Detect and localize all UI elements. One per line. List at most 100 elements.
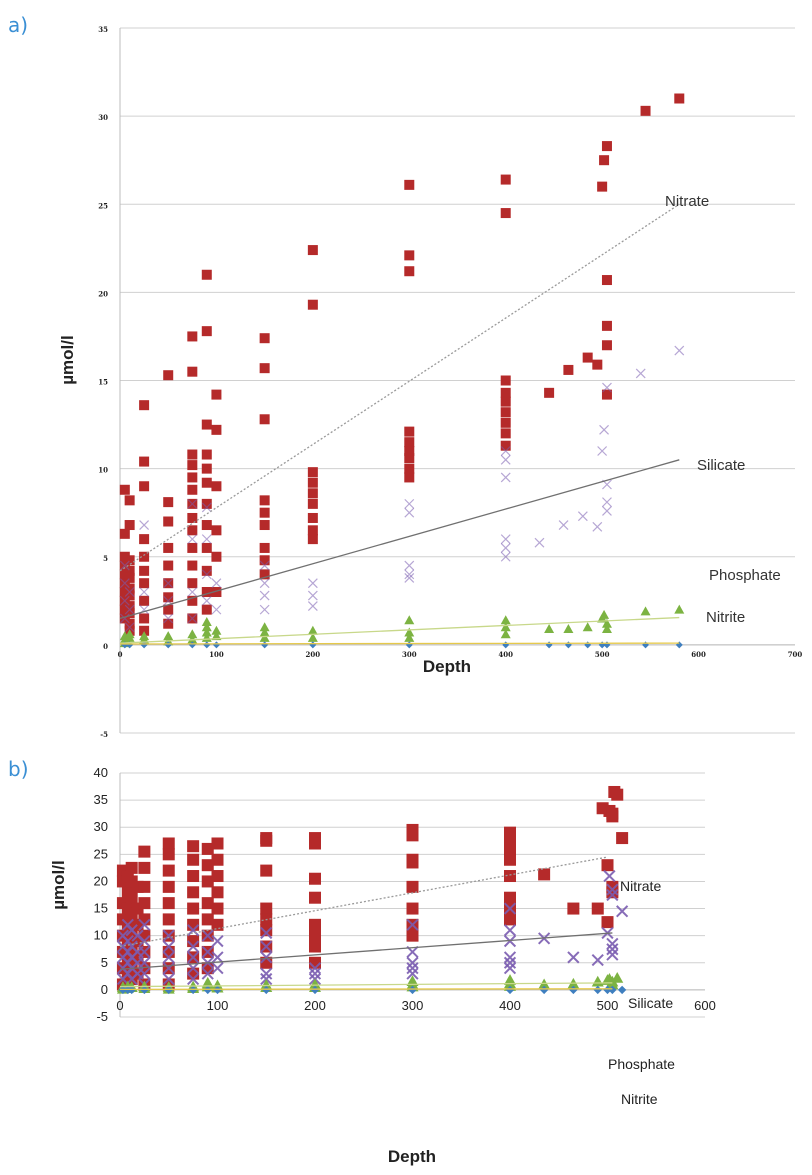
silicate-point <box>119 613 130 624</box>
silicate-point <box>599 424 609 435</box>
nitrate-point <box>187 902 200 915</box>
silicate-point <box>121 918 134 931</box>
nitrate-point <box>616 832 629 845</box>
nitrate-point <box>139 578 150 589</box>
silicate-point <box>138 967 151 980</box>
silicate-point <box>307 590 318 601</box>
silicate-point <box>602 382 612 393</box>
x-axis-title: Depth <box>423 657 471 676</box>
nitrate-point <box>124 618 135 629</box>
nitrate-point <box>601 320 612 331</box>
nitrate-point <box>500 440 511 451</box>
phosphate-point <box>544 624 555 634</box>
y-tick-label: 25 <box>98 201 108 210</box>
nitrate-point <box>406 880 419 893</box>
silicate-point <box>211 578 222 589</box>
nitrate-point <box>601 141 612 152</box>
silicate-point <box>121 967 134 980</box>
nitrite-point <box>617 985 627 995</box>
phosphate-point <box>187 629 198 639</box>
nitrate-point <box>211 389 222 400</box>
nitrite-point <box>405 641 413 649</box>
phosphate-point <box>591 975 604 987</box>
nitrate-point <box>187 886 200 899</box>
nitrate-point <box>211 902 224 915</box>
nitrate-point <box>211 853 224 866</box>
nitrate-point <box>187 449 198 460</box>
nitrite-point <box>212 641 220 649</box>
silicate-point <box>187 498 198 509</box>
x-tick-label: 300 <box>402 998 424 1013</box>
nitrate-point <box>259 569 270 580</box>
nitrate-point <box>187 870 200 883</box>
nitrate-point <box>601 340 612 351</box>
phosphate-point <box>201 616 212 626</box>
nitrate-point <box>307 477 318 488</box>
silicate-point <box>187 924 200 937</box>
silicate-point <box>201 502 212 513</box>
y-tick-label: 10 <box>94 928 108 943</box>
nitrate-point <box>139 613 150 624</box>
phosphate-series-label: Phosphate <box>709 567 781 584</box>
nitrite-point <box>539 985 549 995</box>
silicate-point <box>119 578 130 589</box>
nitrate-point <box>307 534 318 545</box>
nitrate-series-label: Nitrate <box>620 878 661 894</box>
silicate-point <box>406 967 419 980</box>
phosphate-point <box>601 618 612 628</box>
nitrite-point <box>203 641 211 649</box>
x-tick-label: 400 <box>498 650 513 659</box>
nitrate-point <box>500 417 511 428</box>
nitrate-point <box>163 497 174 508</box>
silicate-point <box>500 534 511 545</box>
silicate-point <box>163 613 174 624</box>
nitrate-point <box>260 864 273 877</box>
phosphate-point <box>124 632 135 642</box>
silicate-point <box>201 534 212 545</box>
silicate-point <box>201 945 214 959</box>
nitrate-point <box>504 913 516 926</box>
silicate-point <box>260 926 273 940</box>
silicate-point <box>606 948 619 961</box>
nitrate-point <box>201 587 212 597</box>
silicate-point <box>259 560 270 571</box>
silicate-point <box>404 569 415 580</box>
silicate-point <box>500 446 511 456</box>
nitrate-point <box>307 512 318 523</box>
nitrate-point <box>187 331 198 342</box>
nitrate-point <box>124 495 135 506</box>
nitrate-point <box>500 387 511 398</box>
nitrite-point <box>603 985 612 995</box>
phosphate-point <box>500 615 511 625</box>
nitrate-point <box>201 875 214 888</box>
silicate-point <box>121 945 134 959</box>
silicate-point <box>201 967 214 980</box>
phosphate-point <box>307 632 318 642</box>
nitrate-point <box>260 924 273 937</box>
nitrite-point <box>502 641 510 649</box>
silicate-point <box>674 345 685 356</box>
nitrate-point <box>309 940 321 953</box>
nitrate-point <box>404 426 415 437</box>
nitrate-point <box>139 534 150 545</box>
x-tick-label: 600 <box>691 650 706 659</box>
silicate-series-label: Silicate <box>697 457 745 474</box>
nitrate-point <box>404 179 415 190</box>
nitrate-point <box>504 832 516 845</box>
nitrite-point <box>188 641 196 649</box>
nitrate-point <box>606 886 619 899</box>
x-tick-label: 200 <box>304 998 326 1013</box>
silicate-point <box>606 883 619 896</box>
nitrate-point <box>500 407 511 418</box>
nitrate-point <box>211 587 222 597</box>
nitrate-point <box>201 419 212 430</box>
nitrite-point <box>140 641 148 649</box>
x-tick-label: 0 <box>116 998 123 1013</box>
nitrate-point <box>259 495 270 506</box>
silicate-point <box>500 454 511 465</box>
nitrate-point <box>211 424 222 435</box>
nitrate-point <box>307 467 318 478</box>
phosphate-point <box>211 631 222 641</box>
nitrate-point <box>259 363 270 374</box>
nitrate-point <box>406 929 419 942</box>
